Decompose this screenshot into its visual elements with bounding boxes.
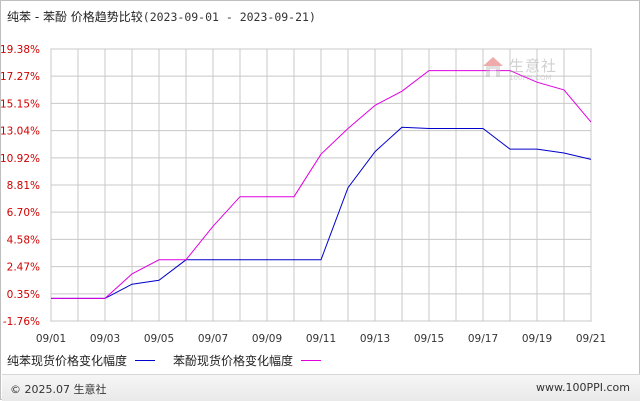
chart-title: 纯苯 - 苯酚 价格趋势比较(2023-09-01 - 2023-09-21)	[7, 8, 316, 25]
x-tick-label: 09/07	[198, 333, 228, 345]
chart-legend: 纯苯现货价格变化幅度 苯酚现货价格变化幅度	[7, 352, 339, 369]
legend-label-phenol: 苯酚现货价格变化幅度	[173, 354, 294, 368]
x-tick-label: 09/19	[522, 333, 552, 345]
y-tick-label: 13.04%	[1, 126, 40, 138]
y-tick-label: 15.15%	[1, 98, 40, 110]
y-tick-label: 19.38%	[1, 44, 40, 56]
y-tick-label: 8.81%	[7, 180, 40, 192]
series-line-phenol	[51, 70, 592, 299]
y-tick-label: 2.47%	[7, 262, 40, 274]
legend-item-phenol: 苯酚现货价格变化幅度	[173, 352, 322, 369]
house-logo-icon	[483, 57, 503, 77]
x-tick-label: 09/17	[468, 333, 498, 345]
y-tick-label: 0.35%	[7, 289, 40, 301]
legend-label-benzene: 纯苯现货价格变化幅度	[7, 354, 128, 368]
x-tick-label: 09/11	[306, 333, 336, 345]
legend-line-phenol	[301, 360, 322, 361]
y-tick-label: 10.92%	[1, 153, 40, 165]
x-tick-label: 09/03	[90, 333, 120, 345]
x-tick-label: 09/01	[36, 333, 66, 345]
series-line-benzene	[51, 126, 592, 299]
x-tick-label: 09/21	[576, 333, 606, 345]
y-tick-label: 6.70%	[7, 207, 40, 219]
x-tick-label: 09/05	[144, 333, 174, 345]
watermark-url: 100PPI.COM	[509, 74, 552, 82]
x-tick-label: 09/13	[360, 333, 390, 345]
copyright-text: © 2025.07 生意社	[10, 383, 107, 396]
footer-bar: © 2025.07 生意社 www.100PPI.com	[2, 374, 640, 401]
y-tick-label: 4.58%	[7, 234, 40, 246]
y-tick-label: 17.27%	[1, 71, 40, 83]
legend-item-benzene: 纯苯现货价格变化幅度	[7, 352, 156, 369]
date-range: (2023-09-01 - 2023-09-21)	[142, 10, 316, 24]
legend-line-benzene	[135, 360, 156, 361]
x-tick-label: 09/15	[414, 333, 444, 345]
price-trend-chart: 19.38% 17.27% 15.15% 13.04% 10.92% 8.81% 6.70%…	[1, 44, 606, 345]
watermark-text: 生意社	[509, 57, 558, 75]
x-tick-label: 09/09	[252, 333, 282, 345]
title-text: 纯苯 - 苯酚 价格趋势比较	[7, 10, 143, 24]
watermark: 生意社 100PPI.COM	[481, 53, 581, 87]
site-link[interactable]: www.100PPI.com	[536, 381, 630, 394]
y-tick-label: -1.76%	[3, 316, 40, 328]
